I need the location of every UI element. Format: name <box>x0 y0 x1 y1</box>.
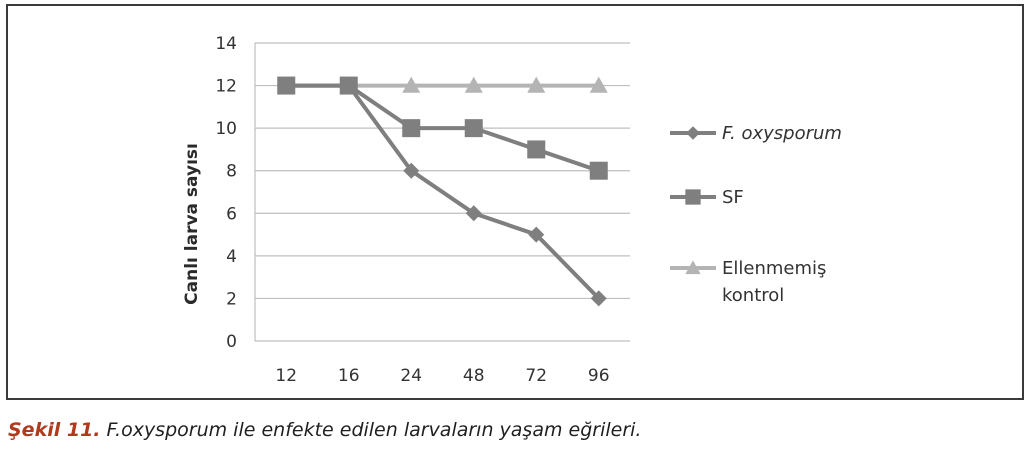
data-point <box>527 76 546 93</box>
data-point <box>340 77 357 94</box>
data-point <box>528 226 545 243</box>
x-tick-label: 48 <box>463 366 485 386</box>
y-tick-label: 10 <box>215 119 237 139</box>
y-tick-label: 8 <box>226 162 237 182</box>
legend-label: F. oxysporum <box>722 123 842 144</box>
data-point <box>278 77 295 94</box>
figure-caption: Şekil 11. F.oxysporum ile enfekte edilen… <box>8 419 641 441</box>
caption-lead: Şekil 11. <box>8 419 101 441</box>
data-point <box>464 76 483 93</box>
legend-marker <box>686 126 700 140</box>
caption-text: F.oxysporum ile enfekte edilen larvaları… <box>100 419 642 441</box>
x-tick-labels: 12 16 24 48 72 96 <box>275 366 609 386</box>
data-series <box>277 76 608 307</box>
data-point <box>465 205 482 222</box>
y-tick-label: 12 <box>215 77 237 97</box>
legend-item: SF <box>670 187 744 208</box>
chart-frame: 0 2 4 6 8 10 12 14 12 16 24 48 72 96 Canlı larva say… <box>6 4 1024 400</box>
x-tick-label: 24 <box>400 366 422 386</box>
y-tick-label: 2 <box>226 289 237 309</box>
y-tick-label: 4 <box>226 247 237 267</box>
data-point <box>590 290 607 307</box>
y-tick-label: 6 <box>226 204 237 224</box>
data-point <box>403 162 420 179</box>
y-axis-label: Canlı larva sayısı <box>182 143 202 305</box>
y-tick-label: 0 <box>226 332 237 352</box>
legend-item: Ellenmemiş kontrol <box>670 258 826 306</box>
data-point <box>589 76 608 93</box>
legend-label: Ellenmemiş <box>722 258 826 279</box>
y-tick-label: 14 <box>215 34 237 54</box>
legend-label: kontrol <box>722 285 784 306</box>
legend-marker <box>685 260 701 275</box>
legend-marker <box>685 189 701 205</box>
legend-item: F. oxysporum <box>670 123 842 144</box>
data-point <box>589 161 608 180</box>
data-point <box>527 140 546 159</box>
x-tick-label: 72 <box>525 366 547 386</box>
series-line <box>286 83 601 300</box>
y-tick-labels: 0 2 4 6 8 10 12 14 <box>215 34 237 352</box>
x-tick-label: 96 <box>588 366 610 386</box>
legend: F. oxysporum SF Ellenmemiş kontrol <box>670 123 842 306</box>
legend-label: SF <box>722 187 744 208</box>
data-point <box>402 76 421 93</box>
series-diamond <box>278 77 607 307</box>
data-point <box>464 119 483 138</box>
x-tick-label: 12 <box>275 366 297 386</box>
data-point <box>402 119 421 138</box>
x-tick-label: 16 <box>338 366 360 386</box>
